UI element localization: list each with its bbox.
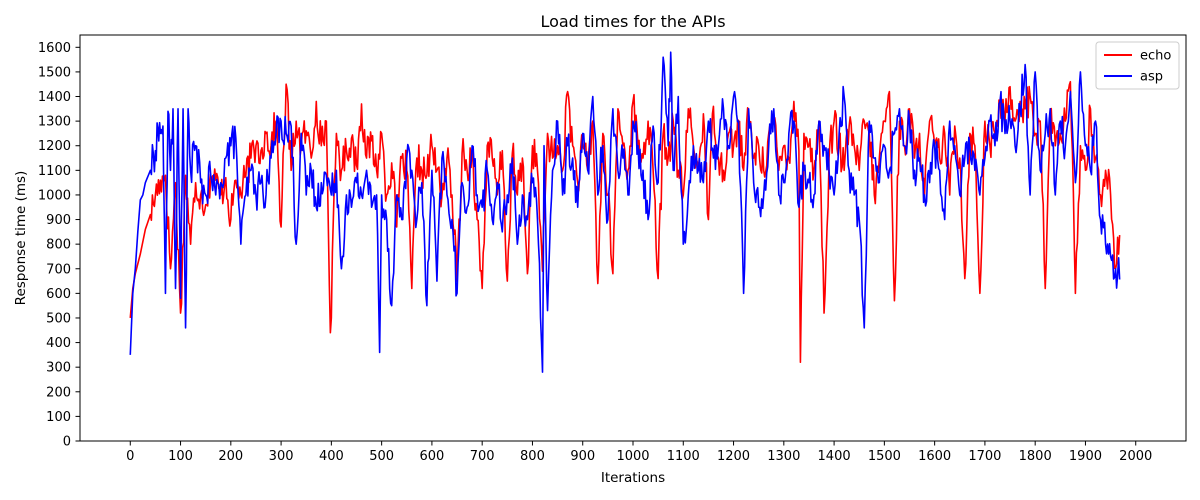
y-tick-label: 300 <box>46 361 71 376</box>
x-tick-label: 1200 <box>717 449 750 464</box>
axes-layer: 0 100 200 300 400 500 600 700 800 900 1000 1100 1200… <box>38 34 1187 464</box>
x-tick-label: 700 <box>470 449 495 464</box>
x-tick-label: 600 <box>419 449 444 464</box>
legend-label-echo: echo <box>1140 49 1171 64</box>
x-axis-label: Iterations <box>601 470 665 486</box>
y-tick-label: 1400 <box>38 90 71 105</box>
y-tick-label: 1600 <box>38 41 71 56</box>
y-tick-label: 700 <box>46 262 71 277</box>
series-line-echo <box>129 80 1121 364</box>
y-tick-label: 900 <box>46 213 71 228</box>
y-tick-label: 1100 <box>38 164 71 179</box>
series-line-asp <box>129 51 1121 373</box>
x-tick-label: 300 <box>269 449 294 464</box>
legend: echo asp <box>1095 41 1180 90</box>
y-tick-label: 1200 <box>38 139 71 154</box>
y-tick-label: 100 <box>46 410 71 425</box>
x-tick-label: 100 <box>168 449 193 464</box>
x-tick-label: 1300 <box>767 449 800 464</box>
y-axis-label: Response time (ms) <box>13 171 29 306</box>
x-tick-label: 1800 <box>1019 449 1052 464</box>
x-tick-label: 500 <box>369 449 394 464</box>
x-tick-label: 200 <box>218 449 243 464</box>
y-tick-label: 1500 <box>38 65 71 80</box>
x-tick-label: 1600 <box>918 449 951 464</box>
y-tick-label: 200 <box>46 385 71 400</box>
y-tick-label: 500 <box>46 311 71 326</box>
y-tick-label: 800 <box>46 238 71 253</box>
x-tick-label: 1700 <box>968 449 1001 464</box>
x-tick-label: 800 <box>520 449 545 464</box>
x-tick-label: 1500 <box>868 449 901 464</box>
y-tick-label: 600 <box>46 287 71 302</box>
x-tick-label: 400 <box>319 449 344 464</box>
x-tick-label: 0 <box>126 449 134 464</box>
series-layer <box>129 51 1121 373</box>
y-tick-label: 1000 <box>38 188 71 203</box>
legend-box <box>1095 41 1180 90</box>
x-tick-label: 1400 <box>818 449 851 464</box>
x-tick-label: 1900 <box>1069 449 1102 464</box>
y-tick-label: 0 <box>63 435 71 450</box>
y-tick-label: 400 <box>46 336 71 351</box>
chart-title: Load times for the APIs <box>540 12 725 31</box>
x-tick-label: 1100 <box>667 449 700 464</box>
legend-label-asp: asp <box>1140 70 1163 85</box>
x-tick-label: 1000 <box>616 449 649 464</box>
x-tick-label: 2000 <box>1119 449 1152 464</box>
y-tick-label: 1300 <box>38 115 71 130</box>
x-tick-label: 900 <box>570 449 595 464</box>
